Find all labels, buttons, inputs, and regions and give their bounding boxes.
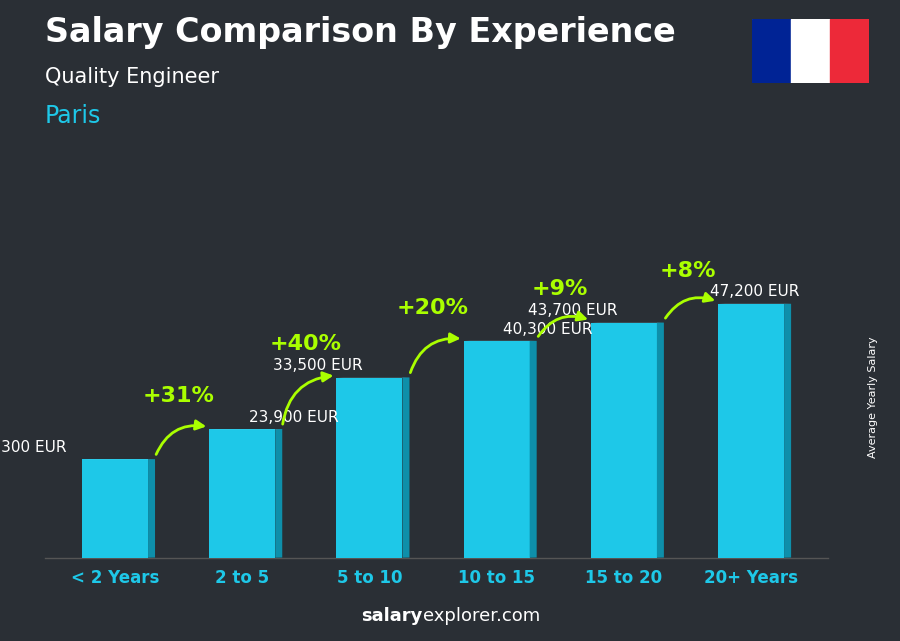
Text: 23,900 EUR: 23,900 EUR — [248, 410, 338, 425]
Polygon shape — [657, 322, 664, 558]
Polygon shape — [209, 429, 275, 558]
Polygon shape — [402, 378, 410, 558]
Text: 43,700 EUR: 43,700 EUR — [528, 303, 617, 319]
Polygon shape — [275, 429, 283, 558]
Text: explorer.com: explorer.com — [423, 607, 540, 625]
Text: Quality Engineer: Quality Engineer — [45, 67, 219, 87]
Bar — [790, 19, 830, 83]
Text: Average Yearly Salary: Average Yearly Salary — [868, 337, 878, 458]
Polygon shape — [718, 304, 784, 558]
Polygon shape — [530, 341, 536, 558]
Bar — [830, 19, 868, 83]
Text: +40%: +40% — [270, 335, 342, 354]
Polygon shape — [148, 459, 155, 558]
Polygon shape — [464, 341, 530, 558]
Polygon shape — [337, 378, 402, 558]
Text: +20%: +20% — [397, 298, 469, 318]
Polygon shape — [82, 460, 148, 558]
Polygon shape — [784, 304, 791, 558]
Text: 40,300 EUR: 40,300 EUR — [503, 322, 592, 337]
Bar — [752, 19, 790, 83]
Text: Paris: Paris — [45, 104, 102, 128]
Polygon shape — [590, 322, 657, 558]
Text: 18,300 EUR: 18,300 EUR — [0, 440, 67, 455]
Text: +9%: +9% — [532, 279, 589, 299]
Text: 33,500 EUR: 33,500 EUR — [274, 358, 363, 373]
Text: +8%: +8% — [659, 261, 716, 281]
Text: salary: salary — [362, 607, 423, 625]
Text: Salary Comparison By Experience: Salary Comparison By Experience — [45, 16, 676, 49]
Text: +31%: +31% — [142, 386, 214, 406]
Text: 47,200 EUR: 47,200 EUR — [710, 285, 799, 299]
